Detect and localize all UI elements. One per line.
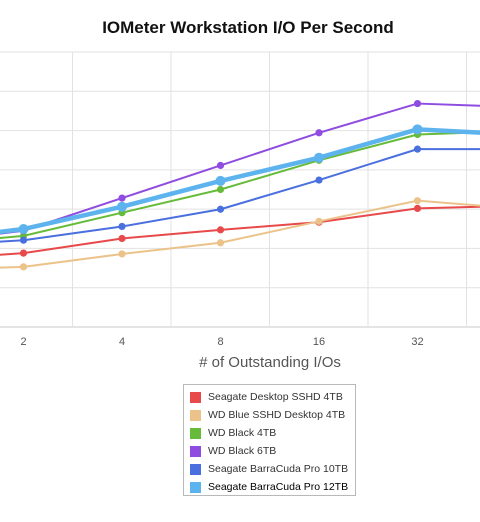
data-point	[413, 197, 422, 205]
legend-label: WD Black 4TB	[208, 427, 277, 439]
data-point	[118, 222, 126, 231]
x-tick-label: 2	[20, 336, 26, 345]
x-tick-label: 32	[411, 336, 423, 345]
x-axis-title: # of Outstanding I/Os	[199, 354, 341, 371]
legend-label: WD Black 6TB	[208, 445, 277, 457]
data-point	[413, 145, 422, 153]
data-point	[315, 129, 323, 137]
data-point	[315, 176, 323, 184]
legend-item-seagate-desktop-sshd-4tb[interactable]: Seagate Desktop SSHD 4TB	[190, 388, 355, 406]
data-point	[216, 226, 225, 234]
data-point	[118, 234, 126, 243]
legend-swatch	[190, 409, 201, 421]
data-point	[413, 204, 422, 213]
data-point	[18, 224, 29, 235]
data-point	[117, 201, 127, 212]
data-point	[118, 250, 126, 258]
series-4	[0, 145, 480, 244]
data-point	[216, 185, 225, 194]
data-point	[216, 205, 225, 213]
series-5	[0, 124, 480, 235]
data-point	[118, 194, 126, 202]
legend-item-wd-black-4tb[interactable]: WD Black 4TB	[190, 424, 355, 442]
legend-swatch	[190, 481, 201, 493]
legend-swatch	[190, 391, 201, 403]
line-chart: 2 4 8 16 32	[0, 51, 480, 345]
data-point	[215, 175, 226, 186]
x-axis-ticks: 2 4 8 16 32	[20, 336, 423, 345]
data-point	[216, 239, 225, 247]
data-point	[216, 161, 225, 170]
legend-item-seagate-barracuda-pro-12tb[interactable]: Seagate BarraCuda Pro 12TB	[190, 478, 355, 496]
data-point	[19, 236, 28, 244]
x-tick-label: 16	[313, 336, 325, 345]
data-point	[413, 99, 422, 108]
x-tick-label: 8	[217, 336, 223, 345]
legend-swatch	[190, 427, 201, 439]
legend-item-wd-blue-sshd-desktop-4tb[interactable]: WD Blue SSHD Desktop 4TB	[190, 406, 355, 424]
data-point	[315, 217, 323, 225]
legend-item-wd-black-6tb[interactable]: WD Black 6TB	[190, 442, 355, 460]
legend-swatch	[190, 445, 201, 457]
data-point	[19, 249, 28, 257]
x-tick-label: 4	[119, 336, 125, 345]
legend-label: Seagate Desktop SSHD 4TB	[208, 391, 343, 403]
legend-label: Seagate BarraCuda Pro 12TB	[208, 481, 349, 493]
grid	[0, 51, 480, 328]
data-point	[412, 124, 423, 135]
legend-item-seagate-barracuda-pro-10tb[interactable]: Seagate BarraCuda Pro 10TB	[190, 460, 355, 478]
legend-label: Seagate BarraCuda Pro 10TB	[208, 463, 349, 475]
data-point	[19, 263, 28, 271]
data-point	[314, 152, 324, 163]
series-1	[0, 197, 480, 271]
series-layer	[0, 99, 480, 271]
legend-label: WD Blue SSHD Desktop 4TB	[208, 409, 346, 421]
chart-title: IOMeter Workstation I/O Per Second	[102, 18, 394, 37]
legend-swatch	[190, 463, 201, 475]
legend: Seagate Desktop SSHD 4TB WD Blue SSHD De…	[183, 384, 356, 496]
